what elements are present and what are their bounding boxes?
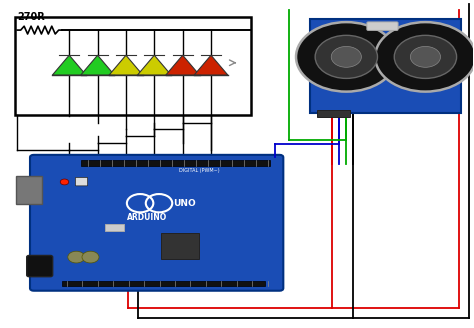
Polygon shape: [194, 55, 228, 75]
Polygon shape: [137, 55, 171, 75]
Circle shape: [410, 47, 440, 67]
FancyBboxPatch shape: [105, 224, 124, 231]
Circle shape: [68, 251, 85, 263]
Circle shape: [296, 22, 397, 92]
Text: ARDUINO: ARDUINO: [127, 214, 167, 222]
Circle shape: [315, 35, 377, 78]
FancyBboxPatch shape: [318, 110, 350, 117]
Polygon shape: [81, 55, 114, 75]
Text: DIGITAL (PWM~): DIGITAL (PWM~): [179, 168, 219, 173]
FancyBboxPatch shape: [27, 256, 53, 277]
Circle shape: [331, 47, 361, 67]
Circle shape: [60, 179, 69, 185]
FancyBboxPatch shape: [62, 280, 265, 286]
FancyBboxPatch shape: [81, 160, 270, 166]
FancyBboxPatch shape: [161, 233, 199, 259]
FancyBboxPatch shape: [30, 155, 283, 291]
Circle shape: [375, 22, 474, 92]
Text: UNO: UNO: [173, 199, 196, 208]
FancyBboxPatch shape: [310, 19, 462, 113]
FancyBboxPatch shape: [75, 177, 88, 186]
Polygon shape: [166, 55, 200, 75]
Circle shape: [82, 251, 99, 263]
Polygon shape: [109, 55, 143, 75]
Circle shape: [394, 35, 456, 78]
Text: 270R: 270R: [17, 12, 45, 22]
Polygon shape: [52, 55, 86, 75]
FancyBboxPatch shape: [367, 22, 398, 31]
FancyBboxPatch shape: [16, 176, 42, 204]
